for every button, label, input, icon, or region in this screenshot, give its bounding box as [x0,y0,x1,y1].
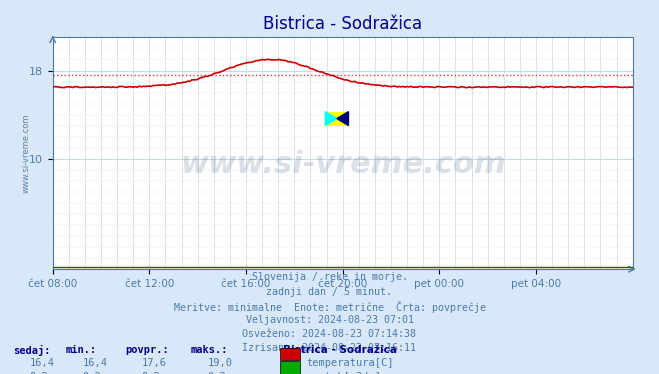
FancyBboxPatch shape [280,348,300,361]
Text: temperatura[C]: temperatura[C] [306,358,394,368]
Text: maks.:: maks.: [191,345,229,355]
Text: zadnji dan / 5 minut.: zadnji dan / 5 minut. [266,286,393,297]
Text: 17,6: 17,6 [142,358,167,368]
Text: Meritve: minimalne  Enote: metrične  Črta: povprečje: Meritve: minimalne Enote: metrične Črta:… [173,301,486,313]
Title: Bistrica - Sodražica: Bistrica - Sodražica [263,15,422,33]
Text: povpr.:: povpr.: [125,345,169,355]
Polygon shape [326,111,337,126]
Text: 19,0: 19,0 [208,358,233,368]
Text: sedaj:: sedaj: [13,345,51,356]
Text: Izrisano: 2024-08-23 07:16:11: Izrisano: 2024-08-23 07:16:11 [243,343,416,353]
Text: Slovenija / reke in morje.: Slovenija / reke in morje. [252,272,407,282]
Polygon shape [337,111,349,126]
Text: 16,4: 16,4 [82,358,107,368]
Text: min.:: min.: [66,345,97,355]
Text: pretok[m3/s]: pretok[m3/s] [306,372,382,374]
FancyBboxPatch shape [280,361,300,374]
Text: 0,2: 0,2 [142,372,160,374]
Text: www.si-vreme.com: www.si-vreme.com [22,114,31,193]
Text: 16,4: 16,4 [30,358,55,368]
Text: 0,2: 0,2 [30,372,48,374]
Text: Veljavnost: 2024-08-23 07:01: Veljavnost: 2024-08-23 07:01 [246,315,413,325]
Text: www.si-vreme.com: www.si-vreme.com [180,150,505,180]
Text: 0,2: 0,2 [82,372,101,374]
FancyBboxPatch shape [326,111,349,126]
Text: Bistrica - Sodražica: Bistrica - Sodražica [283,345,397,355]
Text: 0,3: 0,3 [208,372,226,374]
Text: Osveženo: 2024-08-23 07:14:38: Osveženo: 2024-08-23 07:14:38 [243,329,416,339]
